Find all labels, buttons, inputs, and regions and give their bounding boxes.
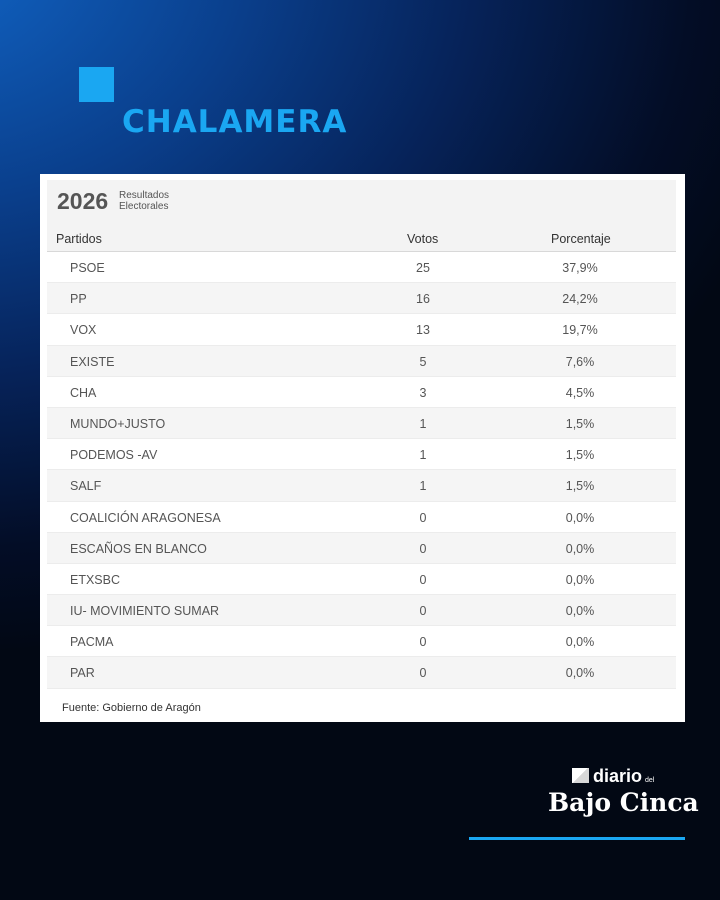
percent-cell: 1,5% [565,448,595,463]
table-row: ESCAÑOS EN BLANCO 0 0,0% [47,532,676,564]
table-row: PP 16 24,2% [47,283,676,315]
votes-cell: 1 [419,479,427,494]
table-row: EXISTE 5 7,6% [47,345,676,377]
table-row: ETXSBC 0 0,0% [47,564,676,596]
party-name: PAR [70,666,95,681]
table-row: COALICIÓN ARAGONESA 0 0,0% [47,502,676,533]
newspaper-fold-icon [572,768,589,783]
party-name: PACMA [70,635,114,650]
table-row: SALF 1 1,5% [47,470,676,502]
table-row: PODEMOS -AV 1 1,5% [47,439,676,471]
column-header-votes: Votos [407,232,439,246]
results-year: 2026 [57,188,109,214]
table-row: CHA 3 4,5% [47,377,676,408]
votes-cell: 0 [419,541,427,556]
party-name: CHA [70,385,97,400]
percent-cell: 24,2% [562,292,598,307]
votes-cell: 5 [419,354,427,369]
results-card: 2026 Resultados Electorales Partidos Vot… [40,174,685,722]
votes-cell: 0 [419,604,427,619]
party-name: PP [70,292,87,307]
party-name: ESCAÑOS EN BLANCO [70,541,207,556]
percent-cell: 7,6% [565,354,595,369]
party-name: EXISTE [70,354,115,369]
votes-cell: 0 [419,572,427,587]
results-year-label: Resultados Electorales [119,190,170,212]
percent-cell: 4,5% [565,385,595,400]
votes-cell: 3 [419,385,427,400]
table-row: PAR 0 0,0% [47,657,676,689]
table-row: VOX 13 19,7% [47,314,676,346]
percent-cell: 0,0% [565,635,595,650]
table-row: IU- MOVIMIENTO SUMAR 0 0,0% [47,595,676,627]
party-name: PODEMOS -AV [70,448,158,463]
party-name: PSOE [70,261,105,275]
logo-underline [469,837,685,840]
party-name: SALF [70,479,102,494]
table-row: MUNDO+JUSTO 1 1,5% [47,407,676,440]
results-header: 2026 Resultados Electorales Partidos Vot… [47,180,676,252]
percent-cell: 0,0% [565,666,595,681]
votes-cell: 25 [416,261,430,275]
votes-cell: 0 [419,666,427,681]
table-row: PSOE 25 37,9% [47,252,676,284]
header-divider [47,251,676,252]
percent-cell: 1,5% [565,416,595,431]
percent-cell: 37,9% [562,261,598,275]
percent-cell: 0,0% [565,510,595,525]
party-name: COALICIÓN ARAGONESA [70,510,221,525]
table-row: PACMA 0 0,0% [47,626,676,658]
percent-cell: 1,5% [565,479,595,494]
logo-diario: diario [593,766,643,786]
percent-cell: 19,7% [562,323,598,338]
percent-cell: 0,0% [565,541,595,556]
votes-cell: 0 [419,510,427,525]
votes-cell: 0 [419,635,427,650]
votes-cell: 13 [416,323,430,338]
percent-cell: 0,0% [565,604,595,619]
page-title: CHALAMERA [122,104,348,140]
percent-cell: 0,0% [565,572,595,587]
logo-del: del [645,777,655,784]
party-name: IU- MOVIMIENTO SUMAR [70,604,220,619]
party-name: VOX [70,323,97,338]
column-header-percent: Porcentaje [551,232,611,246]
logo-main: Bajo Cinca [548,788,699,817]
votes-cell: 1 [419,448,427,463]
party-name: ETXSBC [70,572,121,587]
party-name: MUNDO+JUSTO [70,416,166,431]
source-note: Fuente: Gobierno de Aragón [62,702,201,714]
column-header-party: Partidos [56,232,102,246]
votes-cell: 1 [419,416,427,431]
accent-square [79,67,114,102]
votes-cell: 16 [416,292,430,307]
results-table: PSOE 25 37,9% PP 16 24,2% VOX 13 19,7% EXISTE 5 7,6… [47,252,676,689]
